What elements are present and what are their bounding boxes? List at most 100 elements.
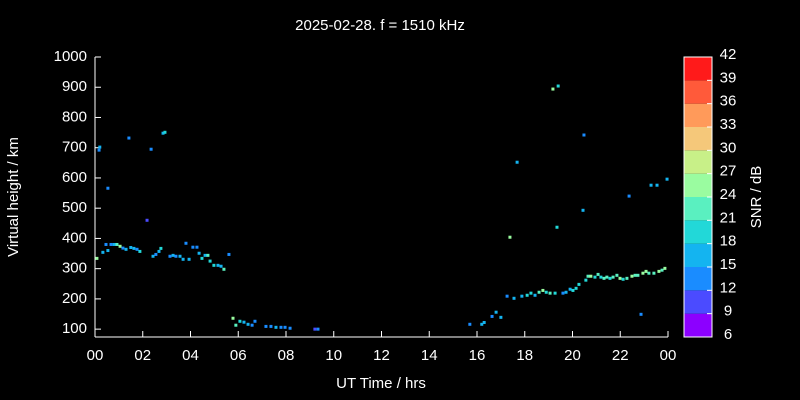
point [246,322,250,326]
point [264,324,268,328]
point [564,290,568,294]
colorbar-tick-label: 18 [720,233,737,250]
point [208,259,212,263]
point [124,247,128,251]
point [163,130,167,134]
colorbar-tick-label: 24 [720,186,737,203]
point [551,87,555,91]
y-tick-label: 800 [62,108,87,125]
point [121,246,125,250]
point [171,253,175,257]
point [529,291,533,295]
y-tick-label: 700 [62,139,87,156]
colorbar-band [684,197,712,221]
point [556,84,560,88]
colorbar-tick-label: 30 [720,139,737,156]
x-tick-label: 22 [612,347,629,364]
colorbar-label: SNR / dB [748,166,765,229]
colorbar-tick-label: 12 [720,279,737,296]
point [649,183,653,187]
point [216,263,220,267]
point [101,250,105,254]
colorbar-band [684,267,712,291]
point [480,322,484,326]
colorbar-band [684,80,712,104]
point [644,269,648,273]
point [200,256,204,260]
point [138,249,142,253]
point [191,245,195,249]
colorbar-band [684,150,712,174]
x-axis-label: UT Time / hrs [336,375,426,392]
point [115,242,119,246]
point [647,271,651,275]
point [159,246,163,250]
point [238,319,242,323]
point [515,160,519,164]
point [577,282,581,286]
point [548,291,552,295]
colorbar-band [684,57,712,81]
colorbar-band [684,127,712,151]
point [313,327,317,331]
point [206,253,210,257]
point [161,131,165,135]
point [618,276,622,280]
point [157,249,161,253]
point [212,263,216,267]
point [652,271,656,275]
point [641,271,645,275]
point [109,242,113,246]
point [627,194,631,198]
point [279,325,283,329]
point [625,276,629,280]
point [145,218,149,222]
point [181,257,185,261]
point [499,315,503,319]
x-tick-label: 00 [87,347,104,364]
colorbar-tick-label: 9 [724,303,732,320]
point [269,324,273,328]
x-tick-label: 06 [230,347,247,364]
point [584,278,588,282]
x-tick-label: 18 [516,347,533,364]
point [250,323,254,327]
point [178,254,182,258]
point [568,287,572,291]
point [581,208,585,212]
point [219,264,223,268]
colorbar-tick-label: 36 [720,93,737,110]
colorbar-tick-label: 27 [720,163,737,180]
y-tick-label: 400 [62,229,87,246]
point [582,133,586,137]
point [98,145,102,149]
y-tick-label: 200 [62,290,87,307]
point [520,294,524,298]
point [151,254,155,258]
x-tick-label: 08 [278,347,295,364]
point [630,274,634,278]
point [533,293,537,297]
point [129,245,133,249]
point [494,310,498,314]
point [633,273,637,277]
x-tick-label: 12 [373,347,390,364]
x-tick-label: 00 [660,347,677,364]
point [605,275,609,279]
colorbar-tick-label: 42 [720,46,737,63]
colorbar-tick-label: 15 [720,256,737,273]
point [512,296,516,300]
point [508,235,512,239]
point [203,253,207,257]
point [222,267,226,271]
point [505,294,509,298]
point [663,266,667,270]
point [537,290,541,294]
point [561,291,565,295]
point [655,183,659,187]
point [283,325,287,329]
point [127,136,131,140]
point [316,327,320,331]
y-tick-label: 300 [62,260,87,277]
point [184,241,188,245]
